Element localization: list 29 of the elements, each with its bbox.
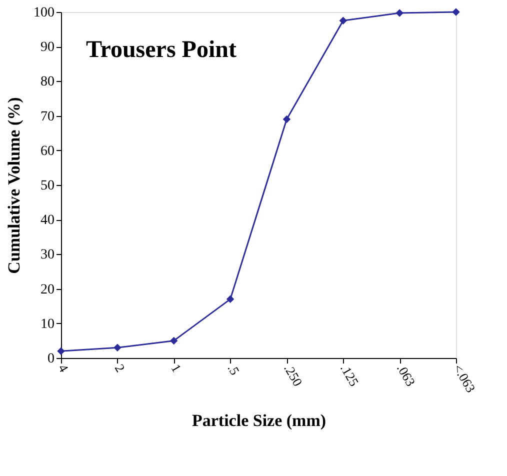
y-tick-label: 90 bbox=[40, 40, 54, 56]
y-tick-label: 20 bbox=[40, 282, 54, 298]
x-tick-label: 4 bbox=[55, 362, 72, 376]
point bbox=[57, 347, 65, 355]
point bbox=[170, 336, 178, 345]
y-tick-label: 10 bbox=[40, 316, 54, 332]
x-tick-label: 2 bbox=[112, 362, 128, 375]
point bbox=[114, 344, 122, 352]
point bbox=[452, 8, 460, 16]
y-tick-label: 60 bbox=[40, 144, 54, 159]
text: Trousers Point bbox=[86, 37, 236, 63]
y-tick-label: 70 bbox=[40, 109, 54, 124]
point bbox=[282, 115, 291, 124]
y-tick-label: 100 bbox=[34, 6, 54, 20]
y-axis-title: Cumulative Volume (%) bbox=[4, 97, 24, 274]
x-tick-label: 1 bbox=[168, 362, 185, 375]
y-tick-label: 0 bbox=[48, 352, 54, 366]
point bbox=[339, 16, 348, 25]
x-axis-title: Particle Size (mm) bbox=[192, 411, 326, 430]
point bbox=[226, 295, 234, 304]
y-tick-label: 40 bbox=[40, 213, 54, 228]
x-tick-label: .125 bbox=[338, 362, 362, 389]
x-tick-label: .063 bbox=[394, 362, 418, 389]
point bbox=[396, 9, 404, 17]
x-tick-label: .250 bbox=[281, 362, 306, 389]
y-tick-label: 30 bbox=[40, 248, 54, 263]
y-tick-label: 50 bbox=[40, 178, 54, 194]
x-tick-label: .5 bbox=[224, 362, 243, 378]
y-tick-label: 80 bbox=[40, 74, 54, 90]
